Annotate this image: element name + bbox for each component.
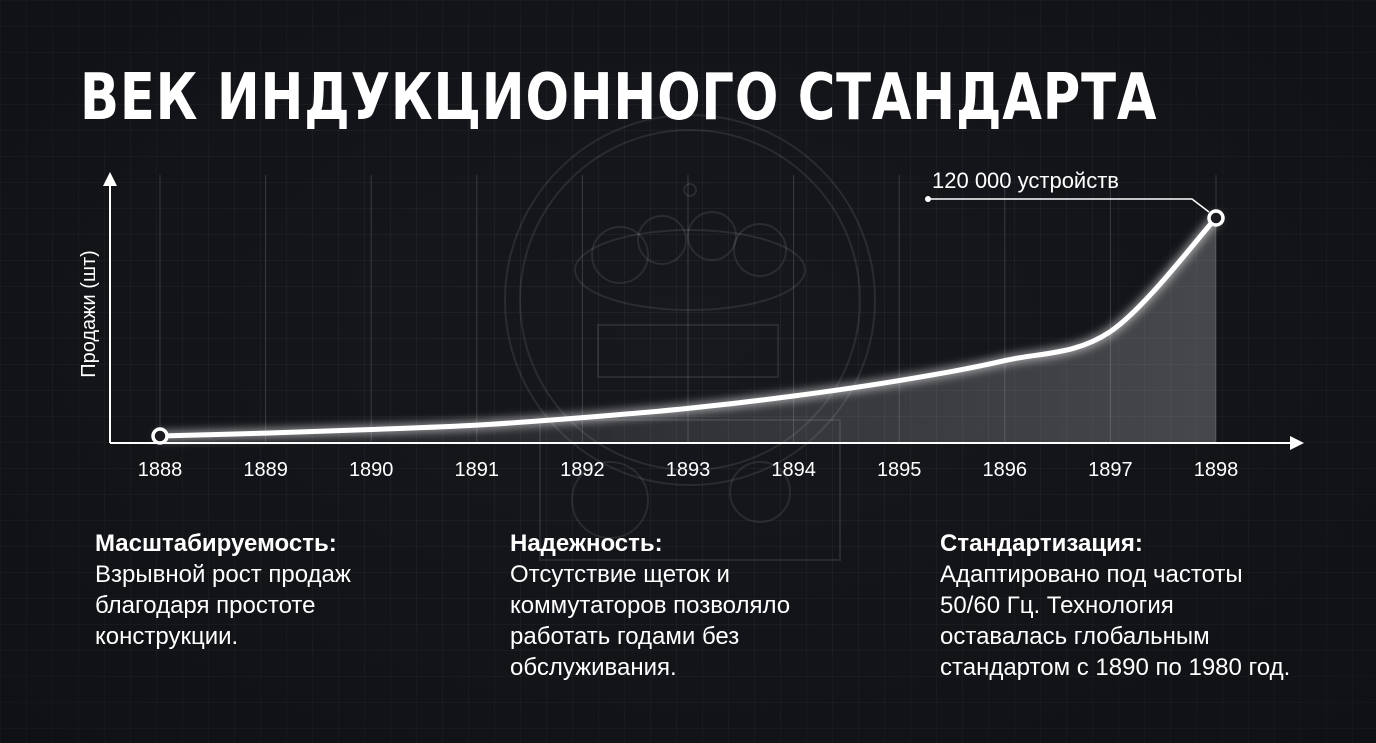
- data-point-1898: [1207, 209, 1225, 227]
- feature-block-reliability: Надежность: Отсутствие щеток и коммутато…: [510, 528, 850, 683]
- y-axis-arrow: [103, 172, 117, 186]
- annotation-label: 120 000 устройств: [932, 168, 1119, 193]
- feature-heading: Масштабируемость:: [95, 530, 337, 557]
- feature-body: Взрывной рост продаж благодаря простоте …: [95, 561, 351, 650]
- x-axis-arrow: [1290, 436, 1304, 450]
- x-tick-label-1894: 1894: [771, 459, 816, 481]
- feature-block-scalability: Масштабируемость: Взрывной рост продаж б…: [95, 528, 425, 652]
- x-tick-label-1888: 1888: [138, 459, 183, 481]
- feature-block-standardization: Стандартизация: Адаптировано под частоты…: [940, 528, 1300, 683]
- x-tick-label-1897: 1897: [1088, 459, 1133, 481]
- x-tick-label-1896: 1896: [983, 459, 1028, 481]
- x-tick-label-1892: 1892: [560, 459, 605, 481]
- x-tick-label-1891: 1891: [455, 459, 500, 481]
- feature-body: Отсутствие щеток и коммутаторов позволял…: [510, 561, 791, 681]
- feature-body: Адаптировано под частоты 50/60 Гц. Техно…: [940, 561, 1291, 681]
- series-points: [151, 209, 1225, 445]
- x-tick-label-1889: 1889: [243, 459, 288, 481]
- y-axis-label: Продажи (шт): [78, 250, 100, 378]
- data-point-1888: [151, 427, 169, 445]
- x-tick-label-1890: 1890: [349, 459, 394, 481]
- feature-heading: Стандартизация:: [940, 530, 1143, 557]
- series-area-fill: [160, 218, 1216, 443]
- feature-heading: Надежность:: [510, 530, 663, 557]
- x-tick-label-1898: 1898: [1194, 459, 1239, 481]
- annotation-leader-line: [928, 198, 1210, 213]
- electric-meter-illustration: [504, 114, 876, 561]
- page-title: ВЕК ИНДУКЦИОННОГО СТАНДАРТА: [80, 61, 1158, 135]
- series-line: [157, 215, 1219, 439]
- x-tick-label-1895: 1895: [877, 459, 922, 481]
- x-tick-labels: 1888 1889 1890 1891 1892 1893 1894 1895 1896 1897…: [138, 459, 1239, 481]
- annotation-leader-dot: [925, 196, 931, 202]
- x-tick-label-1893: 1893: [666, 459, 711, 481]
